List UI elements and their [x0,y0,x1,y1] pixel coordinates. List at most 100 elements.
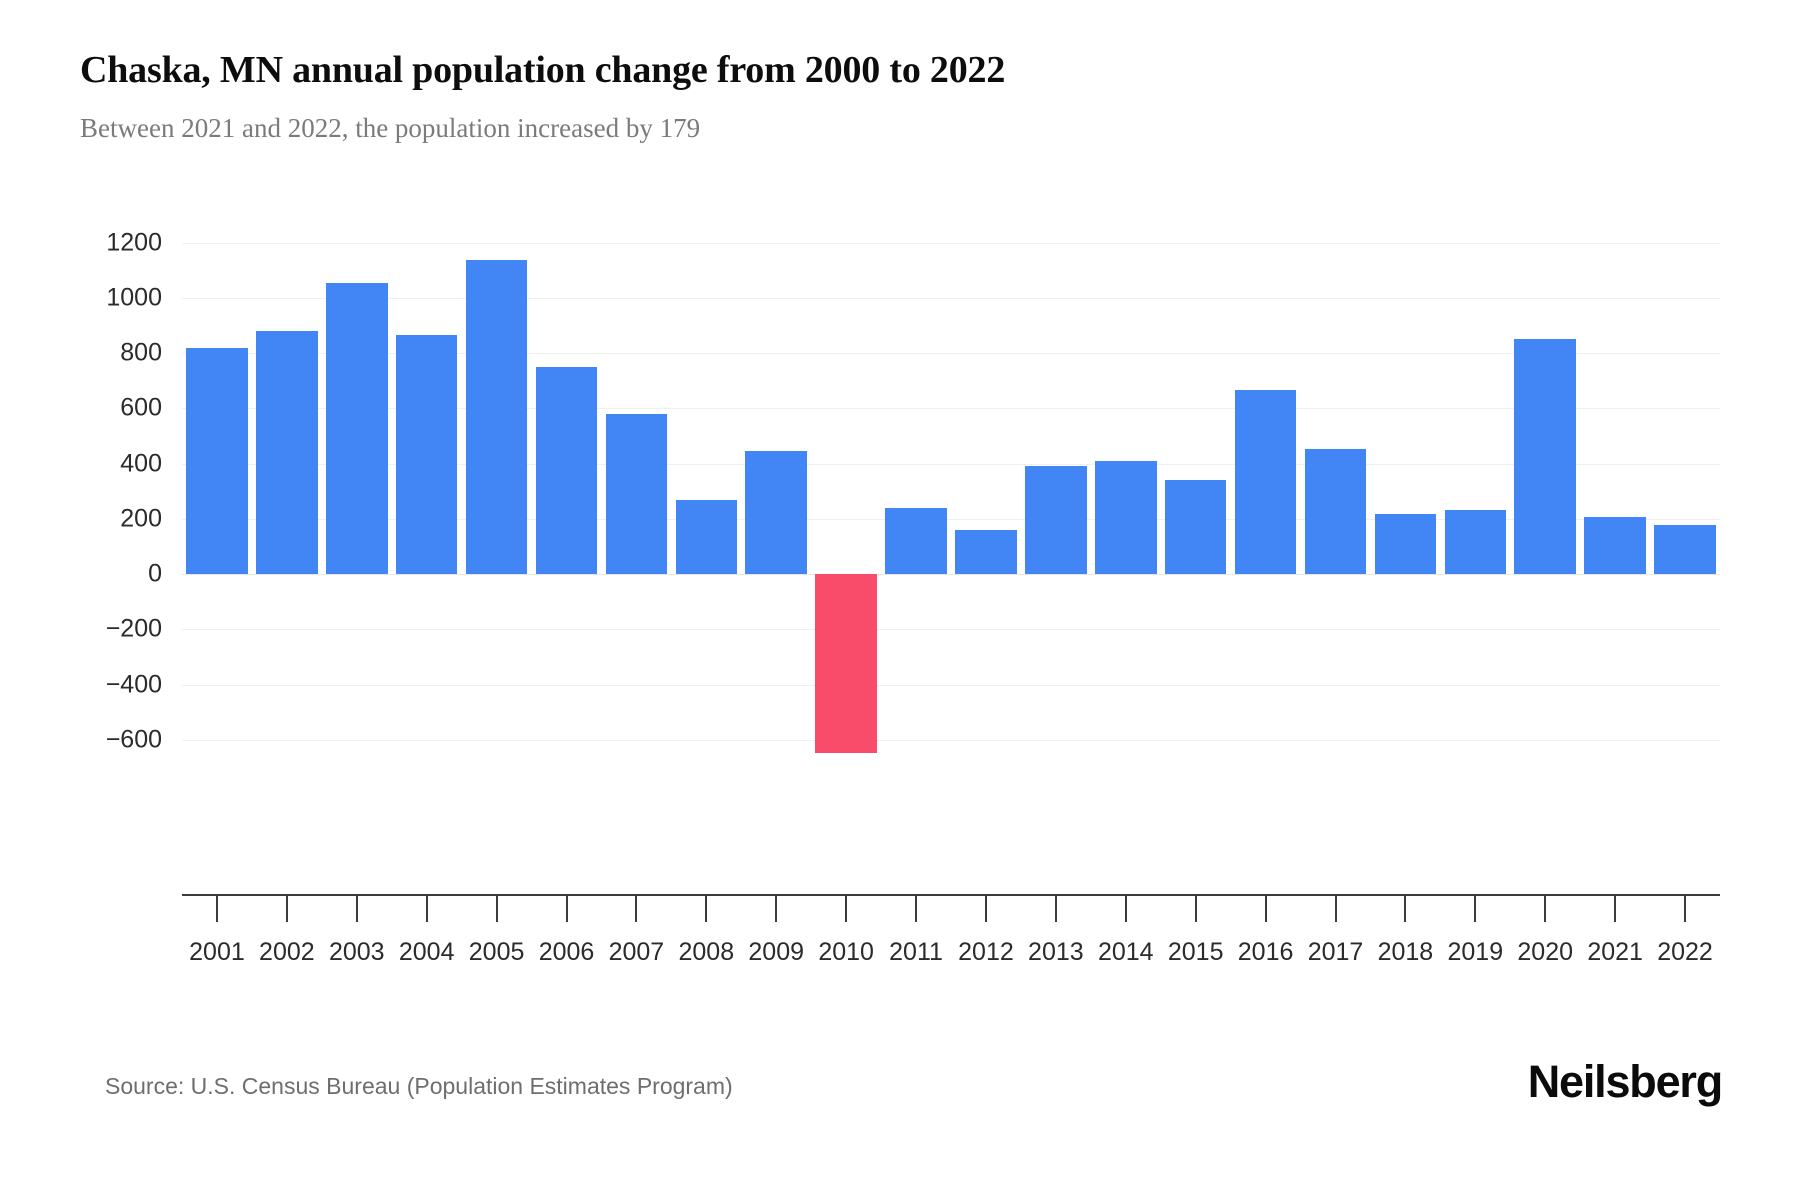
x-axis-tick [1124,896,1127,922]
x-axis-tick-label: 2012 [958,938,1014,966]
x-axis-tick-label: 2007 [608,938,665,966]
bar-2002[interactable] [256,330,318,574]
bar-slot [1580,0,1650,1200]
x-axis-tick-label: 2021 [1587,938,1643,966]
x-axis-tick-label: 2014 [1097,938,1154,966]
x-axis-line [182,894,1720,896]
bar-slot [532,0,602,1200]
x-axis-tick-label: 2002 [259,938,315,966]
bar-2013[interactable] [1025,466,1087,574]
bar-2020[interactable] [1514,339,1576,574]
bar-slot [1650,0,1720,1200]
gridline [182,408,1720,410]
gridline [182,242,1720,244]
bar-slot [392,0,462,1200]
y-axis-tick-label: 200 [120,504,162,533]
x-axis-tick [1054,896,1057,922]
gridline [182,353,1720,354]
y-axis-tick-label: 800 [120,338,162,367]
y-axis-tick-label: −200 [105,614,162,643]
gridline [182,463,1720,465]
bar-2016[interactable] [1234,390,1297,574]
x-axis-tick-label: 2015 [1167,938,1224,966]
page-title: Chaska, MN annual population change from… [80,49,1006,91]
bar-2003[interactable] [326,283,388,574]
bar-2009[interactable] [745,451,807,574]
bar-2017[interactable] [1304,449,1367,574]
bar-2021[interactable] [1584,516,1646,574]
chart-header: Chaska, MN annual population change from… [80,46,1720,146]
bar-2019[interactable] [1444,510,1507,574]
bar-slot [1510,0,1580,1200]
x-axis-tick [285,896,288,922]
bar-slot [322,0,392,1200]
bar-2012[interactable] [955,530,1017,574]
gridline [182,297,1720,299]
x-axis-tick [215,896,218,922]
bar-2011[interactable] [885,507,947,574]
gridline [182,739,1720,741]
x-axis-tick [775,896,778,922]
x-axis-tick-label: 2004 [398,938,455,966]
gridline [182,574,1720,575]
bar-2010[interactable] [815,574,877,753]
bar-2022[interactable] [1654,524,1716,574]
x-axis-tick-label: 2008 [678,938,735,966]
bar-2001[interactable] [186,348,248,574]
y-axis-tick-label: 600 [120,393,162,422]
bar-2005[interactable] [465,260,528,574]
x-axis-tick [984,896,987,922]
x-axis-tick-label: 2016 [1237,938,1294,966]
bar-2014[interactable] [1095,461,1157,574]
y-axis-tick-label: 1200 [106,228,162,256]
bar-2018[interactable] [1374,513,1437,574]
bar-slot [1021,0,1091,1200]
bar-slot [1161,0,1231,1200]
x-axis-tick [1334,896,1337,922]
bar-slot [1231,0,1301,1200]
bar-slot [182,0,252,1200]
brand-logo: Neilsberg [1527,1056,1723,1107]
x-axis-tick [1474,896,1477,922]
bar-slot [462,0,532,1200]
bar-slot [1301,0,1371,1200]
x-axis-tick-label: 2020 [1517,938,1574,966]
x-axis-tick [495,896,498,922]
bar-2004[interactable] [395,335,458,574]
x-axis-tick [355,896,358,922]
y-axis-tick-label: −400 [105,670,162,698]
bar-slot [252,0,322,1200]
x-axis-tick [1544,896,1547,922]
x-axis-tick [1614,896,1617,922]
bar-2007[interactable] [605,413,668,574]
x-axis-tick-label: 2018 [1377,938,1434,966]
bar-slot [601,0,671,1200]
x-axis-tick-label: 2011 [889,938,943,966]
bar-slot [951,0,1021,1200]
bar-slot [741,0,811,1200]
x-axis-tick-label: 2013 [1028,938,1084,966]
gridline [182,518,1720,520]
y-axis-tick-label: 0 [148,559,162,588]
y-axis-tick-label: 400 [120,449,162,477]
bar-2015[interactable] [1164,479,1227,574]
x-axis-tick [1684,896,1687,922]
x-axis-tick-label: 2009 [748,938,805,966]
x-axis-tick [1404,896,1407,922]
y-axis-tick-label: −600 [105,725,162,754]
x-axis-tick [425,896,428,922]
bars-group [182,0,1720,1200]
bar-slot [1091,0,1161,1200]
x-axis-tick-label: 2005 [468,938,525,966]
source-note: Source: U.S. Census Bureau (Population E… [105,1073,733,1099]
bar-2008[interactable] [675,499,738,574]
gridline [182,629,1720,631]
gridline [182,684,1720,686]
x-axis-tick-label: 2010 [818,938,874,966]
x-axis-tick [845,896,848,922]
x-axis-tick-label: 2001 [189,938,245,966]
bar-2006[interactable] [535,367,598,574]
y-axis-tick-label: 1000 [106,283,162,312]
